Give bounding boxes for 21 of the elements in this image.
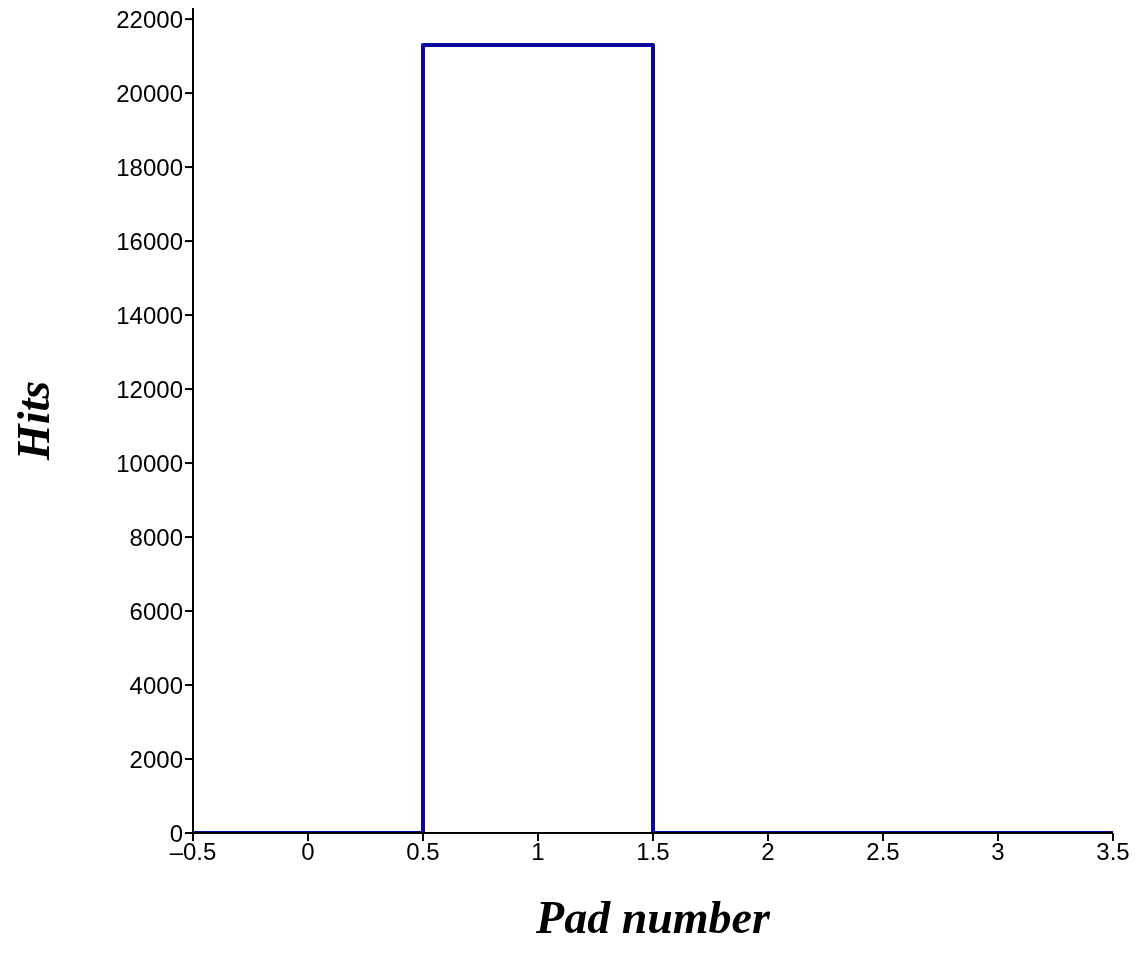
x-tick-label: 0 bbox=[301, 838, 315, 866]
y-tick-label: 12000 bbox=[116, 375, 183, 403]
x-axis-title: Pad number bbox=[535, 892, 772, 943]
y-tick-label: 22000 bbox=[116, 5, 183, 33]
x-tick-label: 3 bbox=[991, 838, 1005, 866]
y-tick-label: 4000 bbox=[129, 671, 183, 699]
y-tick-label: 8000 bbox=[129, 523, 183, 551]
x-tick-label: 1 bbox=[531, 838, 545, 866]
x-tick-label: 0.5 bbox=[406, 838, 440, 866]
x-tick-label: 3.5 bbox=[1096, 838, 1130, 866]
x-tick-label: 2 bbox=[761, 838, 775, 866]
y-tick-label: 6000 bbox=[129, 597, 183, 625]
y-tick-label: 10000 bbox=[116, 449, 183, 477]
x-tick-label: 2.5 bbox=[866, 838, 900, 866]
y-axis-title: Hits bbox=[8, 380, 60, 462]
y-tick-label: 18000 bbox=[116, 153, 183, 181]
y-tick-label: 2000 bbox=[129, 745, 183, 773]
x-tick-label: 1.5 bbox=[636, 838, 670, 866]
y-tick-label: 14000 bbox=[116, 301, 183, 329]
y-tick-label: 20000 bbox=[116, 79, 183, 107]
y-tick-label: 16000 bbox=[116, 227, 183, 255]
